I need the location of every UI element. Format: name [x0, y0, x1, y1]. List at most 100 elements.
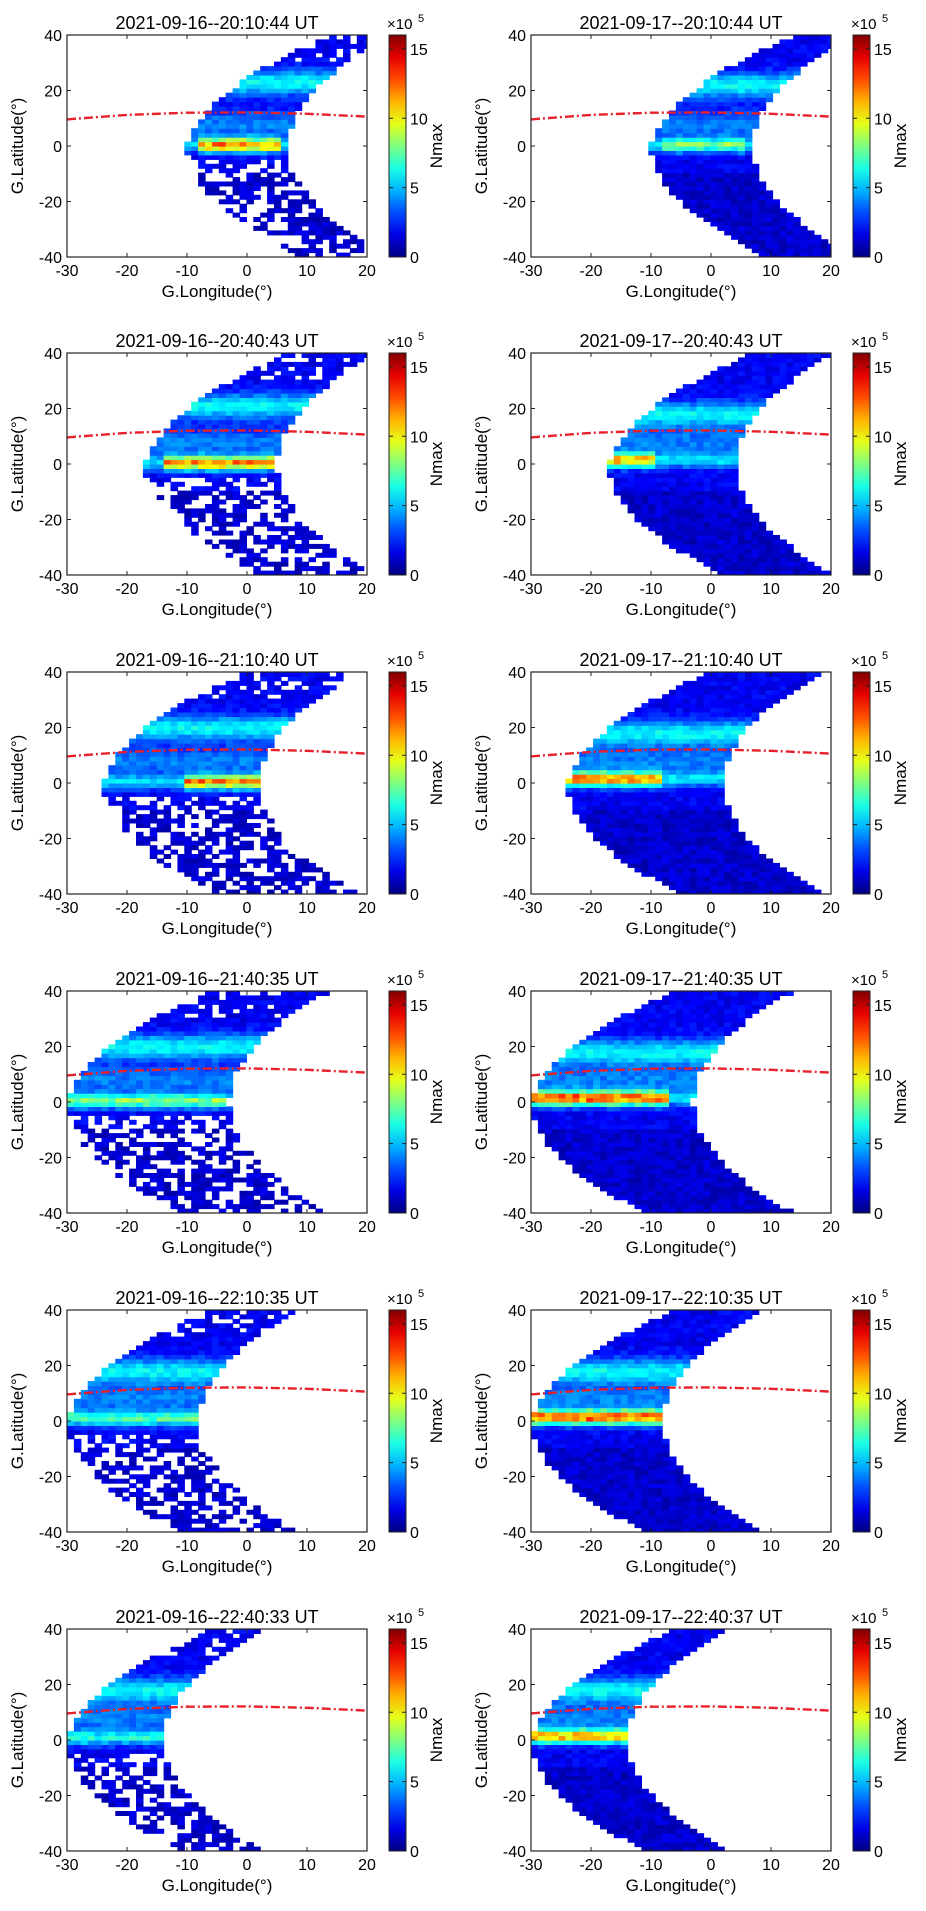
- y-tick-label: -20: [39, 195, 62, 212]
- colorbar-label: Nmax: [427, 1717, 446, 1762]
- x-tick-label: 10: [298, 1538, 316, 1555]
- colorbar-exponent: 5: [882, 1288, 888, 1300]
- map-panel-5: -30 -20 -10 0 10 20 40 20 0 -20 -40 2021-09-16--21:…: [8, 650, 446, 938]
- x-tick-label: 20: [358, 1538, 376, 1555]
- magnetic-equator-line: [66, 1705, 368, 1715]
- y-tick-label: -40: [503, 887, 526, 904]
- magnetic-equator-line: [530, 1705, 832, 1715]
- y-tick-label: 40: [44, 665, 62, 682]
- y-tick-label: 20: [508, 1678, 526, 1695]
- colorbar-multiplier: ×10: [387, 653, 412, 670]
- x-axis-label: G.Longitude(°): [162, 282, 273, 301]
- y-tick-label: 40: [508, 984, 526, 1001]
- colorbar-multiplier: ×10: [851, 334, 876, 351]
- y-tick-label: -20: [503, 832, 526, 849]
- magnetic-equator-line: [66, 748, 368, 758]
- y-tick-label: -20: [503, 513, 526, 530]
- map-panel-10: -30 -20 -10 0 10 20 40 20 0 -20 -40 2021-09-17--22:…: [472, 1288, 910, 1576]
- x-axis-label: G.Longitude(°): [626, 1557, 737, 1576]
- y-tick-label: 20: [44, 1359, 62, 1376]
- x-tick-label: -30: [55, 900, 78, 917]
- colorbar-tick-label: 10: [874, 1705, 892, 1722]
- colorbar-label: Nmax: [427, 1079, 446, 1124]
- x-tick-label: -30: [519, 1219, 542, 1236]
- colorbar-tick-label: 5: [874, 1456, 883, 1473]
- colorbar-multiplier: ×10: [851, 972, 876, 989]
- y-axis-label: G.Latitude(°): [472, 735, 491, 832]
- panel-title: 2021-09-16--20:40:43 UT: [115, 331, 318, 351]
- colorbar-tick-label: 5: [410, 1137, 419, 1154]
- x-tick-label: 10: [298, 581, 316, 598]
- x-tick-label: 10: [762, 1538, 780, 1555]
- colorbar-tick-label: 0: [410, 1525, 419, 1542]
- colorbar-tick-label: 10: [410, 429, 428, 446]
- colorbar-tick-label: 10: [410, 1386, 428, 1403]
- y-tick-label: -40: [39, 1206, 62, 1223]
- x-tick-label: 20: [822, 1538, 840, 1555]
- x-tick-label: -30: [55, 263, 78, 280]
- colorbar-label: Nmax: [891, 1398, 910, 1443]
- y-tick-label: 20: [508, 1040, 526, 1057]
- y-axis-label: G.Latitude(°): [8, 1692, 27, 1789]
- map-panel-8: -30 -20 -10 0 10 20 40 20 0 -20 -40 2021-09-17--21:…: [472, 969, 910, 1257]
- x-axis-label: G.Longitude(°): [162, 1557, 273, 1576]
- colorbar-tick-label: 0: [410, 887, 419, 904]
- x-tick-label: 20: [822, 900, 840, 917]
- y-tick-label: 0: [517, 457, 526, 474]
- colorbar-label: Nmax: [891, 1079, 910, 1124]
- x-tick-label: -20: [579, 900, 602, 917]
- y-tick-label: 40: [44, 346, 62, 363]
- x-tick-label: -10: [639, 900, 662, 917]
- magnetic-equator-line: [66, 429, 368, 439]
- x-tick-label: -10: [175, 1219, 198, 1236]
- colorbar-tick-label: 10: [874, 111, 892, 128]
- x-tick-label: -10: [639, 1538, 662, 1555]
- colorbar-tick-label: 10: [410, 748, 428, 765]
- x-axis-label: G.Longitude(°): [626, 600, 737, 619]
- map-panel-7: -30 -20 -10 0 10 20 40 20 0 -20 -40 2021-09-16--21:…: [8, 969, 446, 1257]
- y-tick-label: 0: [517, 776, 526, 793]
- x-tick-label: 10: [762, 263, 780, 280]
- y-axis-label: G.Latitude(°): [8, 735, 27, 832]
- x-tick-label: -30: [519, 1857, 542, 1874]
- y-tick-label: 40: [508, 28, 526, 45]
- y-tick-label: 20: [44, 84, 62, 101]
- y-tick-label: -40: [503, 1525, 526, 1542]
- x-tick-label: 20: [358, 1857, 376, 1874]
- y-tick-label: -40: [39, 887, 62, 904]
- colorbar-exponent: 5: [418, 1288, 424, 1300]
- y-tick-label: 20: [44, 1678, 62, 1695]
- nmax-heatmap: [565, 672, 822, 894]
- magnetic-equator-line: [66, 111, 368, 121]
- x-axis-label: G.Longitude(°): [162, 919, 273, 938]
- map-panel-12: -30 -20 -10 0 10 20 40 20 0 -20 -40 2021-09-17--22:…: [472, 1607, 910, 1895]
- magnetic-equator-line: [530, 111, 832, 121]
- x-tick-label: -10: [175, 581, 198, 598]
- x-tick-label: 10: [298, 1219, 316, 1236]
- panel-title: 2021-09-17--22:10:35 UT: [579, 1288, 782, 1308]
- x-tick-label: -30: [519, 900, 542, 917]
- colorbar-tick-label: 10: [410, 111, 428, 128]
- nmax-heatmap: [67, 1629, 261, 1851]
- colorbar-exponent: 5: [418, 331, 424, 343]
- y-axis-label: G.Latitude(°): [472, 1692, 491, 1789]
- colorbar-tick-label: 15: [410, 360, 428, 377]
- magnetic-equator-line: [530, 748, 832, 758]
- colorbar: [388, 671, 407, 895]
- colorbar-multiplier: ×10: [387, 1291, 412, 1308]
- y-axis-label: G.Latitude(°): [472, 98, 491, 195]
- colorbar-tick-label: 15: [874, 42, 892, 59]
- x-tick-label: -20: [579, 1857, 602, 1874]
- colorbar-tick-label: 15: [874, 1636, 892, 1653]
- y-tick-label: 20: [508, 84, 526, 101]
- colorbar-label: Nmax: [427, 123, 446, 168]
- y-tick-label: -20: [39, 1789, 62, 1806]
- colorbar-tick-label: 5: [874, 1775, 883, 1792]
- colorbar-tick-label: 10: [410, 1705, 428, 1722]
- x-tick-label: -20: [115, 900, 138, 917]
- y-tick-label: -40: [503, 250, 526, 267]
- x-tick-label: 20: [358, 263, 376, 280]
- y-tick-label: -20: [503, 1151, 526, 1168]
- colorbar: [388, 1628, 407, 1852]
